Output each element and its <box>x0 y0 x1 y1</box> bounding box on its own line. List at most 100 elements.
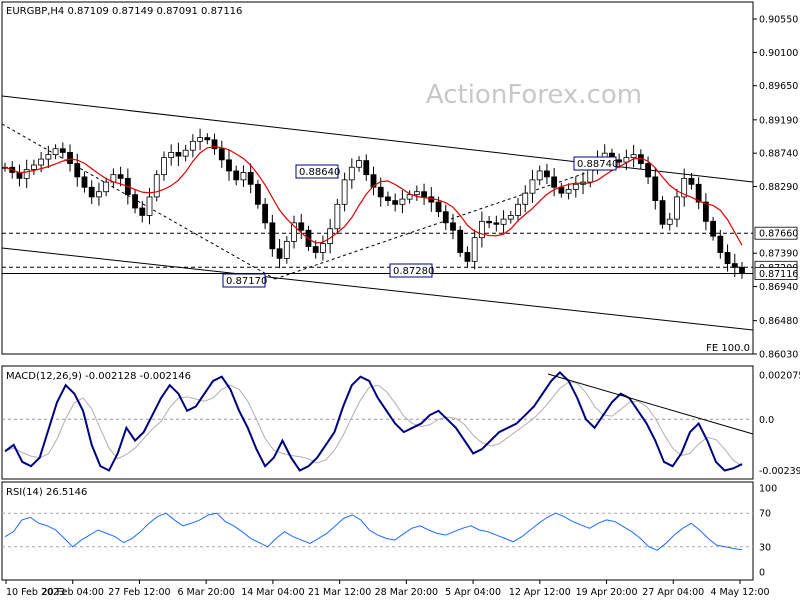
level-price-box <box>754 267 798 280</box>
x-tick-label: 28 Mar 20:00 <box>375 587 438 598</box>
candle <box>413 191 420 196</box>
candle <box>421 191 427 198</box>
fe-label: FE 100.0 <box>706 343 750 354</box>
candle <box>442 211 449 224</box>
candle <box>356 160 362 168</box>
moving-average-line <box>4 146 743 246</box>
rsi-y-tick: 30 <box>759 542 771 553</box>
candle <box>450 222 456 231</box>
candle <box>435 201 442 213</box>
candle <box>645 163 651 178</box>
candle <box>23 169 30 179</box>
candle <box>197 137 203 142</box>
price-plot: 0.88640 0.87170 0.87280 0.88740 <box>1 95 754 331</box>
candle <box>717 235 724 253</box>
rsi-panel-frame <box>1 481 754 581</box>
candle <box>211 139 218 150</box>
price-y-tick: 0.90550 <box>759 15 798 26</box>
candle <box>298 222 305 231</box>
channel-lower-line <box>1 247 754 331</box>
candle <box>45 154 52 160</box>
candle <box>189 140 196 151</box>
candle <box>269 222 276 250</box>
candle <box>739 266 745 274</box>
price-y-tick: 0.90100 <box>759 48 798 59</box>
candle <box>52 148 59 156</box>
candle <box>74 163 81 178</box>
candle <box>88 186 95 198</box>
price-y-tick: 0.86940 <box>759 282 798 293</box>
macd-y-tick: 0.002075 <box>759 371 800 382</box>
candle <box>486 220 493 224</box>
candle <box>81 176 88 188</box>
x-tick-label: 19 Apr 20:00 <box>576 587 638 598</box>
candle <box>370 174 377 188</box>
candle <box>218 148 225 161</box>
candle <box>536 170 543 181</box>
candle <box>204 137 211 141</box>
candle <box>132 194 138 209</box>
rsi-y-tick: 100 <box>759 484 777 495</box>
price-y-tick: 0.89190 <box>759 115 798 126</box>
candle <box>710 220 716 237</box>
price-y-tick: 0.86030 <box>759 350 798 361</box>
price-annotation-box <box>389 263 433 278</box>
candle <box>529 179 536 194</box>
axes: 0.90550 0.90100 0.89650 0.89190 0.88740 0.882… <box>5 15 800 598</box>
candle <box>399 198 406 205</box>
price-y-tick: 0.87660 <box>759 229 798 240</box>
candle <box>500 218 507 225</box>
price-y-tick: 0.86480 <box>759 316 798 327</box>
candle <box>428 196 435 203</box>
candle <box>493 222 500 225</box>
price-annotation-label: 0.88740 <box>577 159 618 170</box>
macd-header: MACD(12,26,9) -0.002128 -0.002146 <box>6 371 191 382</box>
candle <box>117 174 124 179</box>
candle <box>175 152 182 157</box>
candle <box>341 179 348 205</box>
candle <box>681 177 688 198</box>
candle <box>630 154 637 159</box>
x-tick-label: 20 Feb 04:00 <box>42 587 104 598</box>
price-y-tick: 0.87116 <box>759 269 798 280</box>
x-tick-label: 4 May 12:00 <box>710 587 769 598</box>
price-header: EURGBP,H4 0.87109 0.87149 0.87091 0.8711… <box>6 6 242 17</box>
rsi-line <box>4 512 743 551</box>
rsi-y-tick: 70 <box>759 509 771 520</box>
candle <box>38 158 45 166</box>
candle <box>226 159 232 172</box>
candle <box>161 157 167 176</box>
macd-trend-line <box>547 373 754 435</box>
x-tick-label: 21 Mar 12:00 <box>308 587 371 598</box>
candle <box>139 207 146 216</box>
rsi-plot <box>2 512 753 551</box>
candle <box>334 203 341 230</box>
price-annotation-label: 0.87170 <box>226 276 267 287</box>
candle <box>551 176 558 188</box>
candle <box>565 189 572 194</box>
x-tick-label: 12 Apr 12:00 <box>509 587 571 598</box>
candle <box>240 172 247 181</box>
candle <box>572 183 579 190</box>
candle <box>406 194 413 200</box>
candle <box>385 196 391 202</box>
candle <box>233 170 240 181</box>
price-annotation-label: 0.87280 <box>393 266 434 277</box>
candle <box>392 200 399 205</box>
candle <box>153 174 160 198</box>
candle <box>724 252 731 264</box>
candle <box>471 237 478 262</box>
candle <box>103 181 110 193</box>
candle <box>254 183 261 205</box>
x-tick-label: 27 Feb 12:00 <box>108 587 170 598</box>
candle <box>247 172 254 185</box>
candle <box>320 243 326 253</box>
candle <box>59 148 66 153</box>
price-annotation-box <box>573 156 617 171</box>
level-price-box <box>754 226 798 240</box>
candle <box>464 252 471 262</box>
candle <box>363 160 370 176</box>
candle <box>67 152 73 164</box>
candle <box>146 196 153 216</box>
candle <box>457 229 464 253</box>
